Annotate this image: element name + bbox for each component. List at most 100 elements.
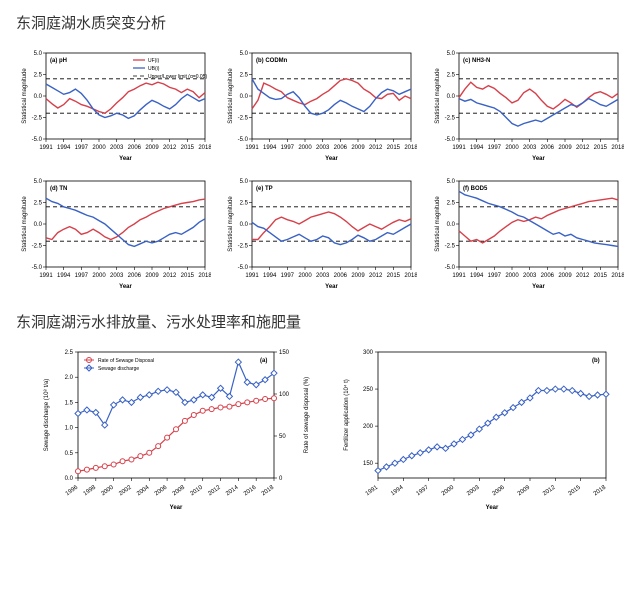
svg-text:1.5: 1.5 [65, 400, 74, 406]
svg-text:2009: 2009 [352, 145, 366, 151]
svg-text:Sewage discharge (10⁸ t/a): Sewage discharge (10⁸ t/a) [43, 379, 50, 452]
svg-text:2018: 2018 [261, 484, 276, 497]
svg-text:-5.0: -5.0 [32, 137, 43, 143]
svg-text:1991: 1991 [452, 145, 466, 151]
section-1: 东洞庭湖水质突变分析 -5.0-2.50.02.55.0199119941997… [16, 12, 627, 291]
svg-text:1996: 1996 [65, 484, 80, 497]
svg-text:2000: 2000 [505, 145, 519, 151]
svg-text:-5.0: -5.0 [444, 265, 455, 271]
svg-text:2015: 2015 [387, 273, 401, 279]
svg-text:2003: 2003 [466, 484, 481, 497]
svg-text:2006: 2006 [128, 273, 142, 279]
svg-text:2008: 2008 [172, 484, 187, 497]
svg-text:2002: 2002 [118, 484, 133, 497]
svg-text:1.0: 1.0 [65, 426, 74, 432]
chart-a: -5.0-2.50.02.55.019911994199720002003200… [16, 43, 214, 163]
svg-text:2010: 2010 [189, 484, 204, 497]
svg-text:2006: 2006 [540, 273, 554, 279]
svg-text:-5.0: -5.0 [32, 265, 43, 271]
svg-text:-5.0: -5.0 [444, 137, 455, 143]
svg-text:150: 150 [279, 350, 290, 356]
svg-text:5.0: 5.0 [240, 51, 249, 57]
svg-text:-5.0: -5.0 [238, 265, 249, 271]
svg-text:0.0: 0.0 [34, 222, 43, 228]
svg-text:0.0: 0.0 [446, 94, 455, 100]
svg-text:1991: 1991 [246, 273, 260, 279]
svg-text:2015: 2015 [593, 145, 607, 151]
svg-text:2018: 2018 [198, 273, 211, 279]
svg-text:2.5: 2.5 [240, 201, 249, 207]
chart-c: -5.0-2.50.02.55.019911994199720002003200… [429, 43, 627, 163]
svg-text:200: 200 [363, 424, 374, 430]
svg-text:2012: 2012 [369, 145, 383, 151]
svg-text:1994: 1994 [390, 484, 405, 497]
svg-text:2015: 2015 [567, 484, 582, 497]
svg-text:Statistical magnitude: Statistical magnitude [435, 196, 441, 252]
chart-title: (f) BOD5 [463, 186, 488, 192]
svg-text:1991: 1991 [452, 273, 466, 279]
svg-text:Sewage discharge: Sewage discharge [98, 366, 139, 372]
section-1-title: 东洞庭湖水质突变分析 [16, 12, 627, 33]
section-2-title: 东洞庭湖污水排放量、污水处理率和施肥量 [16, 311, 627, 332]
svg-text:Upper/Lower limit (α=0.05): Upper/Lower limit (α=0.05) [148, 74, 207, 80]
svg-text:-2.5: -2.5 [444, 244, 455, 250]
svg-text:2004: 2004 [136, 484, 151, 497]
chart-b: -5.0-2.50.02.55.019911994199720002003200… [222, 43, 420, 163]
svg-text:(b): (b) [592, 358, 600, 364]
svg-text:-2.5: -2.5 [32, 116, 43, 122]
svg-text:2018: 2018 [611, 273, 624, 279]
svg-text:Year: Year [532, 284, 545, 290]
svg-text:0.0: 0.0 [65, 476, 74, 482]
svg-text:1994: 1994 [470, 145, 484, 151]
svg-text:2006: 2006 [154, 484, 169, 497]
chart-title: (a) pH [50, 58, 67, 64]
svg-text:2009: 2009 [145, 273, 159, 279]
svg-text:1997: 1997 [75, 145, 89, 151]
svg-text:2006: 2006 [334, 273, 348, 279]
svg-text:5.0: 5.0 [240, 179, 249, 185]
svg-text:2003: 2003 [523, 145, 537, 151]
svg-text:2006: 2006 [128, 145, 142, 151]
svg-text:2.0: 2.0 [65, 375, 74, 381]
svg-text:2000: 2000 [92, 145, 106, 151]
svg-text:1997: 1997 [487, 145, 501, 151]
svg-text:-2.5: -2.5 [238, 116, 249, 122]
svg-text:1991: 1991 [246, 145, 260, 151]
svg-text:250: 250 [363, 387, 374, 393]
svg-text:2012: 2012 [163, 273, 177, 279]
svg-text:5.0: 5.0 [34, 51, 43, 57]
svg-text:Year: Year [119, 284, 132, 290]
svg-text:2012: 2012 [576, 273, 590, 279]
svg-text:1991: 1991 [39, 273, 53, 279]
svg-text:Statistical magnitude: Statistical magnitude [435, 68, 441, 124]
svg-text:1994: 1994 [263, 145, 277, 151]
svg-text:2003: 2003 [110, 273, 124, 279]
svg-text:2000: 2000 [505, 273, 519, 279]
svg-text:300: 300 [363, 350, 374, 356]
svg-text:1997: 1997 [281, 145, 295, 151]
svg-text:2009: 2009 [145, 145, 159, 151]
svg-text:1997: 1997 [487, 273, 501, 279]
chart-e: -5.0-2.50.02.55.019911994199720002003200… [222, 171, 420, 291]
svg-text:2000: 2000 [299, 273, 313, 279]
svg-text:5.0: 5.0 [446, 179, 455, 185]
svg-text:Year: Year [486, 505, 499, 511]
svg-text:2009: 2009 [517, 484, 532, 497]
bottom-chart-b: 1502002503001991199419972000200320062009… [336, 342, 616, 512]
svg-text:2012: 2012 [542, 484, 557, 497]
svg-text:2000: 2000 [100, 484, 115, 497]
svg-text:0: 0 [279, 476, 283, 482]
svg-text:5.0: 5.0 [446, 51, 455, 57]
small-charts-grid: -5.0-2.50.02.55.019911994199720002003200… [16, 43, 627, 291]
svg-text:2.5: 2.5 [240, 73, 249, 79]
bottom-charts-grid: 0.00.51.01.52.02.50501001501996199820002… [16, 342, 627, 512]
svg-text:Fertilizer application (10⁴ t): Fertilizer application (10⁴ t) [343, 379, 350, 451]
svg-text:1997: 1997 [415, 484, 430, 497]
svg-text:150: 150 [363, 461, 374, 467]
svg-text:2009: 2009 [558, 273, 572, 279]
svg-text:0.0: 0.0 [34, 94, 43, 100]
svg-text:Statistical magnitude: Statistical magnitude [228, 196, 234, 252]
svg-text:-2.5: -2.5 [32, 244, 43, 250]
svg-text:Year: Year [170, 505, 183, 511]
svg-text:2009: 2009 [558, 145, 572, 151]
